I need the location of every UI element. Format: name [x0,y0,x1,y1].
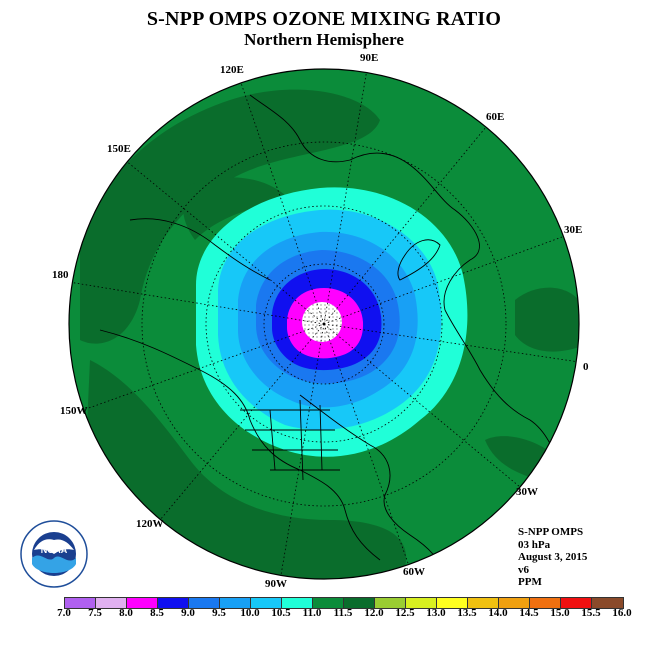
lon-label-60e: 60E [486,111,504,123]
colorbar-swatch [344,598,375,608]
colorbar-swatch [251,598,282,608]
colorbar-swatch [282,598,313,608]
colorbar-tick-label: 11.0 [302,607,322,619]
colorbar-swatch [158,598,189,608]
colorbar-tick-label: 8.5 [150,607,164,619]
colorbar-tick-label: 15.0 [550,607,570,619]
meridian-90e [323,69,368,325]
colorbar-tick-label: 13.5 [457,607,477,619]
colorbar-swatch [406,598,437,608]
eurasia-coast [249,94,480,311]
colorbar-tick-label: 7.5 [88,607,102,619]
colorbar-swatch [96,598,127,608]
colorbar-tick-label: 15.5 [581,607,601,619]
colorbar-swatch [561,598,592,608]
ozone-band-11.5-12-north [183,177,290,240]
colorbar-tick-label: 14.0 [488,607,508,619]
colorbar-swatch [313,598,344,608]
meridian-120e [239,79,325,325]
map-info: S-NPP OMPS 03 hPa August 3, 2015 v6 PPM [518,526,587,589]
latitude-circle-60 [205,205,443,443]
lon-label-120w: 120W [136,518,164,530]
map-title: S-NPP OMPS OZONE MIXING RATIO [146,8,502,30]
lon-label-90w: 90W [265,578,287,590]
colorbar-swatch [530,598,561,608]
colorbar-swatch [592,598,623,608]
colorbar-swatch [468,598,499,608]
lon-label-150e: 150E [107,143,131,155]
colorbar-swatch [65,598,96,608]
ozone-field [69,69,579,579]
meridian-60w [323,323,410,567]
map-boundary [68,68,580,580]
map-subtitle: Northern Hemisphere [244,30,404,49]
meridian-30w [323,323,521,488]
colorbar-swatch [437,598,468,608]
colorbar-swatch [127,598,158,608]
lon-label-60w: 60W [403,566,425,578]
meridian-180 [69,281,325,325]
meridian-60e [323,126,487,325]
colorbar-tick-label: 9.5 [212,607,226,619]
meridian-150e [124,159,325,325]
colorbar-tick-label: 10.0 [240,607,260,619]
colorbar-tick-label: 14.5 [519,607,539,619]
ozone-band-11.5-12-east [515,287,579,352]
lon-label-180: 180 [52,269,69,281]
colorbar [64,597,624,609]
colorbar-tick-label: 12.5 [395,607,415,619]
colorbar-ticks: 7.0 7.5 8.0 8.5 9.0 9.5 10.0 10.5 11.0 11.5 12.0 12… [52,607,632,621]
colorbar-tick-label: 10.5 [271,607,291,619]
graticule [69,69,579,576]
lon-label-0: 0 [583,361,589,373]
colorbar-tick-label: 13.0 [426,607,446,619]
colorbar-tick-label: 12.0 [364,607,384,619]
latitude-circle-45 [141,141,507,507]
lon-label-150w: 150W [60,405,88,417]
info-version: v6 [518,563,529,576]
info-units: PPM [518,576,542,588]
colorbar-tick-label: 8.0 [119,607,133,619]
meridian-120w [159,323,325,521]
ozone-band-11.5-12-west [80,89,380,344]
coastlines [99,94,561,576]
latitude-circle-75 [263,263,385,385]
siberia-coast [129,218,271,281]
lon-label-90e: 90E [360,52,378,64]
colorbar-swatch [375,598,406,608]
north-america-east-coast [299,394,446,576]
meridian-90w [280,323,325,576]
colorbar-swatch [220,598,251,608]
polar-no-data-area [302,302,342,342]
colorbar-swatch [189,598,220,608]
north-america-west-coast [99,329,381,561]
info-date: August 3, 2015 [518,551,588,563]
colorbar-tick-label: 9.0 [181,607,195,619]
state-boundaries [240,399,340,481]
info-instrument: S-NPP OMPS [518,526,584,538]
lon-label-30e: 30E [564,224,582,236]
meridian-0 [323,323,579,363]
info-level: 03 hPa [518,538,551,551]
greenland-coast [397,239,441,281]
noaa-logo-icon: NOAA [20,520,88,588]
colorbar-tick-label: 16.0 [612,607,632,619]
colorbar-tick-label: 7.0 [57,607,71,619]
colorbar-swatch [499,598,530,608]
lon-label-120e: 120E [220,64,244,76]
colorbar-tick-label: 11.5 [333,607,353,619]
europe-africa-coast [444,309,561,471]
lon-label-30w: 30W [516,486,538,498]
svg-text:NOAA: NOAA [41,545,68,555]
